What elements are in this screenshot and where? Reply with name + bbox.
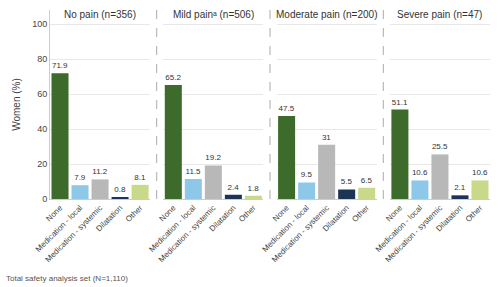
svg-text:51.1: 51.1 bbox=[392, 98, 408, 107]
svg-text:Dilatation: Dilatation bbox=[434, 203, 464, 233]
svg-text:2.1: 2.1 bbox=[454, 183, 466, 192]
svg-text:8.1: 8.1 bbox=[134, 173, 146, 182]
svg-text:2.4: 2.4 bbox=[228, 183, 240, 192]
svg-text:25.5: 25.5 bbox=[432, 142, 448, 151]
svg-text:10.6: 10.6 bbox=[472, 168, 488, 177]
svg-text:Medication - local: Medication - local bbox=[147, 203, 198, 254]
svg-text:None: None bbox=[271, 203, 291, 223]
svg-text:60: 60 bbox=[37, 89, 47, 99]
svg-text:Severe pain (n=47): Severe pain (n=47) bbox=[397, 9, 482, 20]
svg-text:19.2: 19.2 bbox=[205, 153, 221, 162]
svg-text:Dilatation: Dilatation bbox=[94, 203, 124, 233]
svg-text:1.8: 1.8 bbox=[248, 184, 260, 193]
svg-text:None: None bbox=[384, 203, 404, 223]
svg-text:Medication - systemic: Medication - systemic bbox=[383, 203, 444, 264]
svg-text:5.5: 5.5 bbox=[341, 177, 353, 186]
svg-text:Other: Other bbox=[350, 203, 371, 224]
svg-text:40: 40 bbox=[37, 124, 47, 134]
svg-text:Medication - local: Medication - local bbox=[34, 203, 85, 254]
svg-text:100: 100 bbox=[32, 19, 47, 29]
svg-text:Other: Other bbox=[237, 203, 258, 224]
svg-text:10.6: 10.6 bbox=[412, 168, 428, 177]
svg-text:31: 31 bbox=[322, 133, 331, 142]
svg-text:Medication - local: Medication - local bbox=[260, 203, 311, 254]
svg-text:80: 80 bbox=[37, 54, 47, 64]
svg-text:71.9: 71.9 bbox=[52, 61, 68, 70]
svg-text:Mild painᵃ (n=506): Mild painᵃ (n=506) bbox=[173, 9, 254, 20]
svg-text:Dilatation: Dilatation bbox=[321, 203, 351, 233]
svg-text:6.5: 6.5 bbox=[361, 176, 373, 185]
svg-text:Medication - systemic: Medication - systemic bbox=[270, 203, 331, 264]
svg-text:Moderate pain (n=200): Moderate pain (n=200) bbox=[276, 9, 377, 20]
svg-text:47.5: 47.5 bbox=[279, 104, 295, 113]
svg-text:Dilatation: Dilatation bbox=[208, 203, 238, 233]
svg-text:Medication - systemic: Medication - systemic bbox=[157, 203, 218, 264]
svg-text:65.2: 65.2 bbox=[165, 73, 181, 82]
svg-text:Other: Other bbox=[124, 203, 145, 224]
svg-text:None: None bbox=[44, 203, 64, 223]
svg-text:Women (%): Women (%) bbox=[11, 78, 22, 131]
svg-text:11.2: 11.2 bbox=[92, 167, 108, 176]
svg-text:0: 0 bbox=[42, 194, 47, 204]
svg-text:0.8: 0.8 bbox=[114, 185, 126, 194]
svg-text:No pain (n=356): No pain (n=356) bbox=[64, 9, 136, 20]
svg-text:Other: Other bbox=[464, 203, 485, 224]
svg-text:11.5: 11.5 bbox=[186, 167, 202, 176]
svg-text:Medication - systemic: Medication - systemic bbox=[44, 203, 105, 264]
svg-text:Total safety analysis set (N=1: Total safety analysis set (N=1,110) bbox=[6, 274, 128, 283]
svg-text:20: 20 bbox=[37, 159, 47, 169]
svg-text:None: None bbox=[158, 203, 178, 223]
svg-text:9.5: 9.5 bbox=[301, 170, 313, 179]
svg-text:7.9: 7.9 bbox=[74, 173, 86, 182]
svg-text:Medication - local: Medication - local bbox=[374, 203, 425, 254]
